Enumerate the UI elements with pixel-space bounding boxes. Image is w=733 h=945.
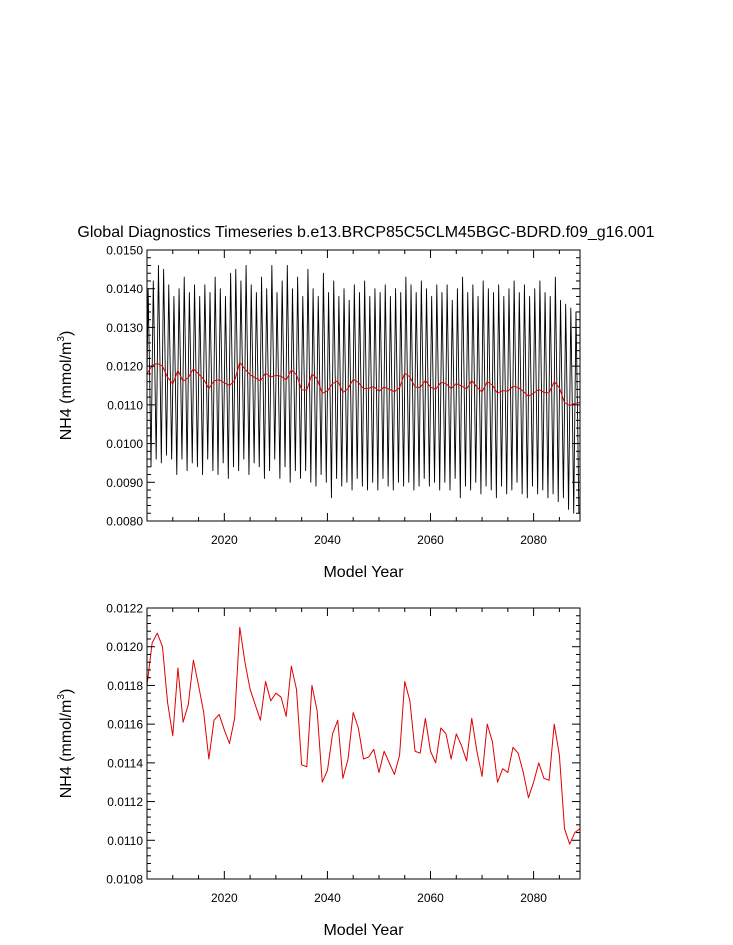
series-line-annual	[147, 626, 580, 845]
x-tick-label: 2060	[417, 533, 444, 547]
x-tick-label: 2060	[417, 891, 444, 905]
figure-title: Global Diagnostics Timeseries b.e13.BRCP…	[77, 224, 654, 241]
y-tick-label: 0.0118	[107, 679, 143, 693]
y-axis-label: NH4 (mmol/m3)	[56, 689, 75, 799]
y-tick-label: 0.0080	[106, 515, 143, 529]
x-tick-label: 2080	[520, 891, 547, 905]
y-tick-label: 0.0112	[107, 795, 143, 809]
y-tick-label: 0.0120	[106, 640, 143, 654]
x-tick-label: 2040	[314, 891, 341, 905]
y-axis-label: NH4 (mmol/m3)	[56, 331, 75, 441]
panel-bottom: 2020 2040 2060 2080 0.0108 0.0110 0.0112 0.0114…	[56, 602, 581, 939]
series-line-annual-mean	[147, 361, 580, 407]
series-line-monthly	[147, 265, 580, 514]
y-tick-label: 0.0150	[106, 244, 143, 258]
x-tick-label: 2040	[314, 533, 341, 547]
y-tick-label: 0.0140	[106, 282, 143, 296]
y-tick-label: 0.0122	[106, 602, 143, 616]
x-tick-label: 2020	[211, 533, 238, 547]
plot-frame	[146, 249, 581, 522]
y-tick-label: 0.0130	[106, 321, 143, 335]
panel-top: 2020 2040 2060 2080 0.0080 0.0090 0.0100 0.0110…	[56, 244, 581, 581]
y-tick-label: 0.0100	[106, 437, 143, 451]
y-tick-label: 0.0090	[106, 476, 143, 490]
y-tick-label: 0.0110	[107, 834, 143, 848]
plot-frame	[146, 607, 581, 880]
y-tick-label: 0.0114	[107, 756, 143, 770]
x-tick-label: 2080	[520, 533, 547, 547]
x-axis-label: Model Year	[323, 922, 404, 939]
y-tick-label: 0.0116	[107, 718, 143, 732]
y-tick-label: 0.0120	[106, 360, 143, 374]
y-tick-label: 0.0108	[106, 873, 143, 887]
x-axis-label: Model Year	[323, 564, 404, 581]
x-tick-label: 2020	[211, 891, 238, 905]
y-tick-label: 0.0110	[107, 398, 143, 412]
